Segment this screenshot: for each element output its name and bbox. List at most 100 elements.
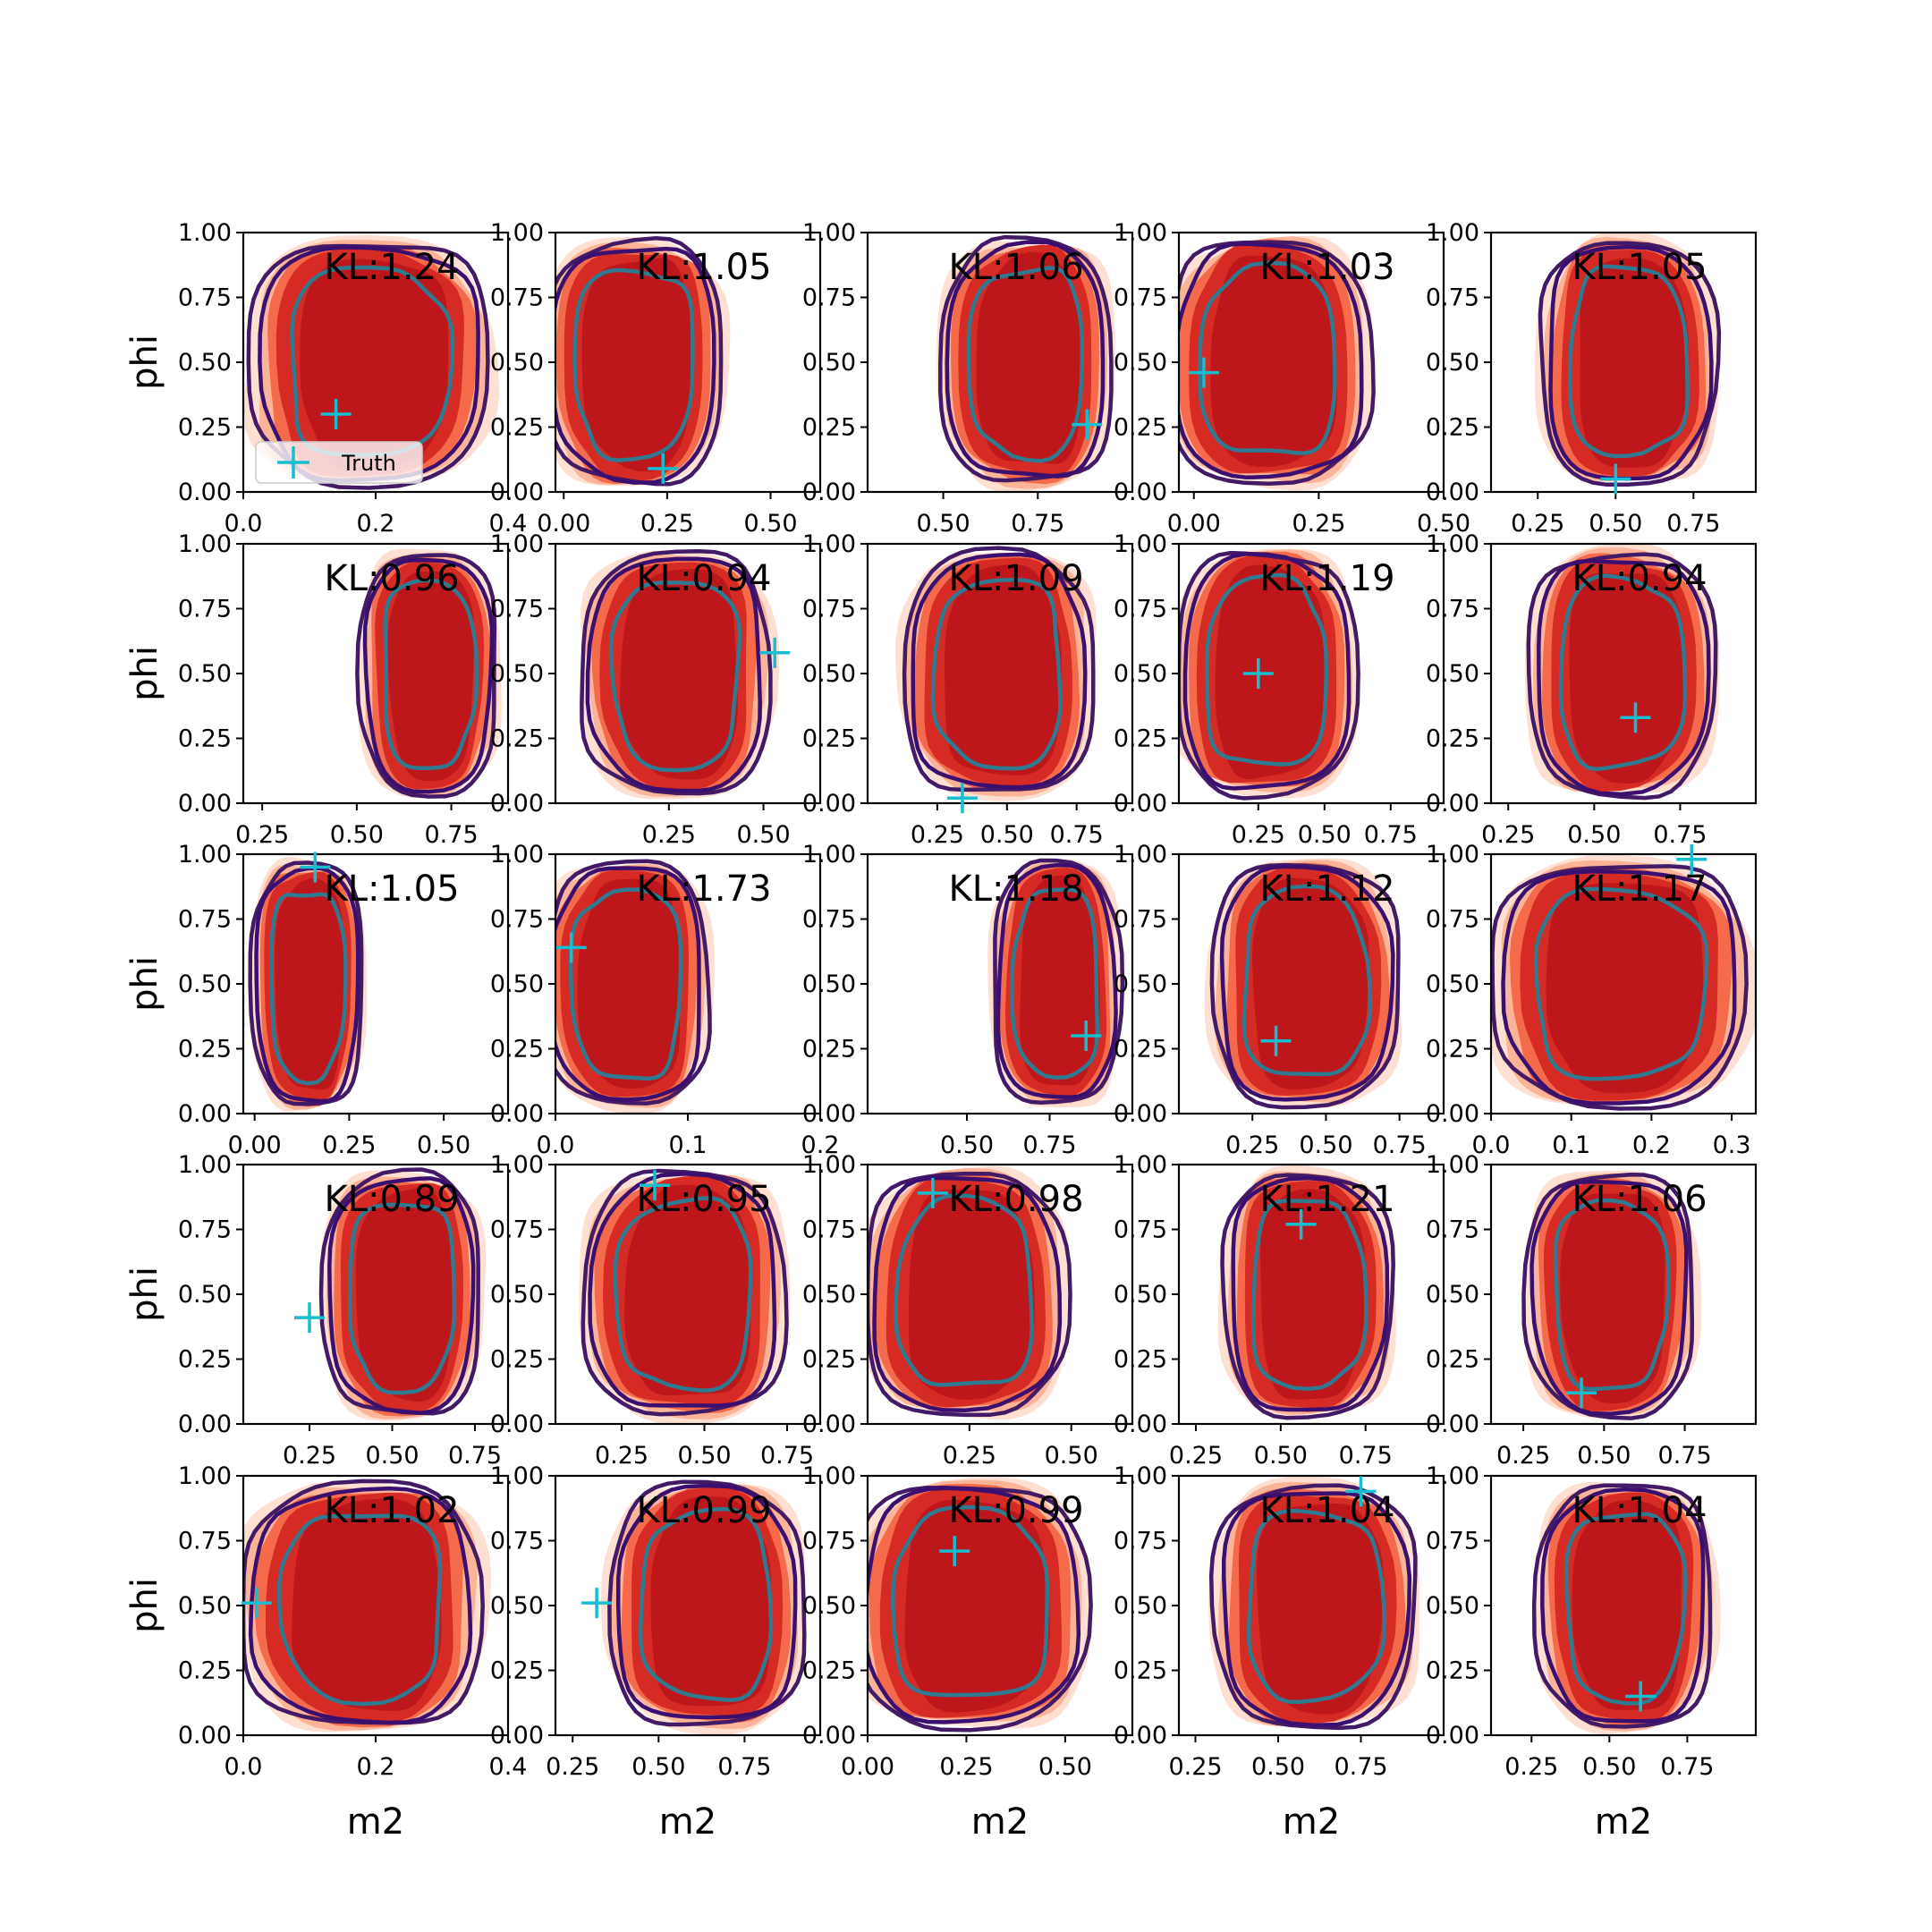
contour-inner — [1553, 1198, 1671, 1392]
x-tick-label: 0.50 — [1417, 510, 1470, 538]
density-level-5 — [1020, 875, 1100, 1086]
contour-outer — [248, 860, 364, 1106]
density-contours — [1531, 1481, 1721, 1734]
x-tick-label: 0.75 — [1364, 821, 1418, 849]
truth-plus-marker-icon — [1625, 1681, 1657, 1712]
y-tick-label: 0.50 — [1114, 349, 1167, 377]
kl-annotation: KL:0.96 — [324, 558, 459, 599]
density-level-5 — [387, 572, 475, 782]
y-tick-label: 0.00 — [490, 1100, 544, 1128]
x-tick-label: 0.75 — [448, 1442, 502, 1470]
truth-plus-marker-icon — [1260, 1025, 1292, 1056]
truth-plus-marker-icon — [648, 453, 679, 484]
y-tick-label: 0.50 — [802, 970, 856, 998]
y-axis-label: phi — [124, 1267, 165, 1322]
x-tick-label: 0.25 — [1481, 821, 1535, 849]
subplot-14: 0.00 0.25 0.50 0.75 1.00 0.25 0.50 0.75 KL:1.12 — [1114, 841, 1445, 1159]
kl-annotation: KL:1.19 — [1259, 558, 1394, 599]
density-contours — [1524, 544, 1720, 801]
truth-plus-marker-icon — [1566, 1377, 1597, 1409]
x-tick-label: 0.50 — [631, 1753, 685, 1781]
density-level-5 — [1560, 1193, 1665, 1404]
contour-outer — [1526, 552, 1718, 801]
x-tick-label: 0.00 — [228, 1131, 282, 1159]
contour-outer — [555, 236, 724, 487]
x-tick-label: 0.25 — [1169, 1442, 1223, 1470]
y-tick-label: 0.75 — [802, 1528, 856, 1555]
x-tick-label: 0.50 — [917, 510, 970, 538]
y-tick-label: 0.00 — [802, 1100, 856, 1128]
kl-annotation: KL:1.05 — [636, 247, 771, 288]
density-level-5 — [292, 1498, 442, 1711]
y-tick-label: 0.75 — [490, 596, 544, 623]
contour-outer — [1531, 1483, 1713, 1729]
y-tick-label: 0.25 — [1426, 1036, 1479, 1063]
contour-middle — [1182, 551, 1352, 791]
subplot-1: 0.00 0.25 0.50 0.75 1.00 0.0 0.2 0.4 KL:1.24 phi T… — [124, 219, 527, 538]
contour-middle — [1540, 1487, 1706, 1724]
legend-plus-marker-icon — [277, 446, 309, 479]
y-tick-label: 0.50 — [178, 349, 232, 377]
y-tick-label: 0.25 — [490, 1657, 544, 1685]
contour-outer — [1538, 241, 1722, 487]
contour-outer — [1208, 1483, 1418, 1731]
y-tick-label: 1.00 — [1426, 841, 1479, 869]
y-tick-label: 1.00 — [1426, 530, 1479, 558]
contour-inner — [347, 1202, 456, 1395]
x-tick-label: 0.50 — [1577, 1442, 1631, 1470]
contour-inner — [269, 892, 348, 1086]
y-axis-label: phi — [124, 646, 165, 701]
truth-plus-marker-icon — [1620, 702, 1651, 733]
x-tick-label: 0.0 — [537, 1131, 575, 1159]
density-level-5 — [904, 1499, 1050, 1713]
density-contours — [243, 234, 500, 490]
y-axis-label: phi — [124, 335, 165, 390]
y-tick-label: 1.00 — [802, 841, 856, 869]
subplot-3: 0.00 0.25 0.50 0.75 1.00 0.50 0.75 KL:1.06 — [802, 219, 1134, 538]
contour-inner — [1533, 886, 1709, 1081]
contour-inner — [277, 1513, 443, 1707]
x-tick-label: 0.75 — [1658, 1442, 1712, 1470]
y-tick-label: 0.50 — [490, 349, 544, 377]
y-tick-label: 1.00 — [178, 1151, 232, 1179]
y-tick-label: 0.25 — [802, 1036, 856, 1063]
x-tick-label: 0.2 — [1632, 1131, 1671, 1159]
y-tick-label: 0.25 — [490, 1346, 544, 1374]
contour-inner — [1205, 572, 1329, 767]
y-tick-label: 0.25 — [178, 1657, 232, 1685]
density-level-5 — [581, 258, 692, 472]
y-tick-label: 0.50 — [490, 1592, 544, 1620]
x-tick-label: 0.75 — [1666, 510, 1720, 538]
truth-plus-marker-icon — [1072, 409, 1103, 440]
y-tick-label: 0.25 — [802, 414, 856, 442]
y-tick-label: 0.25 — [1114, 1657, 1167, 1685]
y-axis-label: phi — [124, 956, 165, 1012]
y-tick-label: 0.50 — [802, 660, 856, 688]
y-tick-label: 0.50 — [178, 1592, 232, 1620]
contour-outer — [318, 1167, 480, 1416]
y-tick-label: 1.00 — [1114, 530, 1167, 558]
contour-middle — [1537, 558, 1711, 797]
y-tick-label: 0.50 — [1426, 1592, 1479, 1620]
density-level-5 — [1256, 1504, 1384, 1715]
y-tick-label: 0.00 — [802, 479, 856, 506]
x-tick-label: 0.25 — [235, 821, 289, 849]
truth-plus-marker-icon — [946, 783, 978, 814]
x-tick-label: 0.2 — [357, 1753, 395, 1781]
x-tick-label: 0.2 — [801, 1131, 840, 1159]
x-tick-label: 0.50 — [980, 821, 1034, 849]
contour-inner — [894, 1193, 1034, 1387]
kl-annotation: KL:1.05 — [1572, 247, 1707, 288]
y-tick-label: 0.75 — [178, 596, 232, 623]
y-tick-label: 0.25 — [1114, 1036, 1167, 1063]
y-tick-label: 0.50 — [1426, 349, 1479, 377]
contour-inner — [1563, 1512, 1688, 1706]
x-tick-label: 0.50 — [365, 1442, 419, 1470]
x-tick-label: 0.75 — [1011, 510, 1064, 538]
density-contours — [243, 1479, 491, 1733]
kl-annotation: KL:0.89 — [324, 1179, 459, 1220]
x-tick-label: 0.0 — [225, 510, 263, 538]
x-tick-label: 0.00 — [1167, 510, 1221, 538]
